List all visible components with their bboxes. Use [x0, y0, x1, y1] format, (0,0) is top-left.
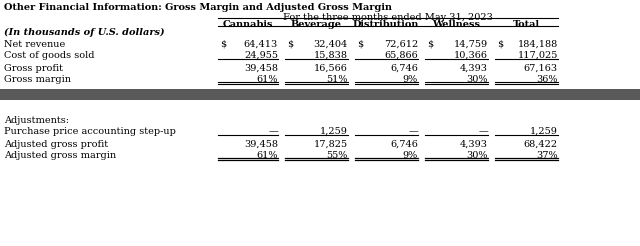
- Text: 9%: 9%: [403, 75, 418, 84]
- Text: 65,866: 65,866: [384, 51, 418, 60]
- Text: $: $: [427, 40, 433, 49]
- Text: 9%: 9%: [403, 151, 418, 160]
- Text: Net revenue: Net revenue: [4, 40, 65, 49]
- Text: (In thousands of U.S. dollars): (In thousands of U.S. dollars): [4, 28, 164, 37]
- Text: Adjusted gross profit: Adjusted gross profit: [4, 140, 108, 149]
- Text: 55%: 55%: [326, 151, 348, 160]
- Text: 39,458: 39,458: [244, 64, 278, 73]
- Text: —: —: [408, 127, 418, 136]
- Text: 17,825: 17,825: [314, 140, 348, 149]
- Text: Beverage: Beverage: [291, 20, 342, 29]
- Text: 61%: 61%: [257, 75, 278, 84]
- Text: Distribution: Distribution: [353, 20, 419, 29]
- Text: Adjusted gross margin: Adjusted gross margin: [4, 151, 116, 160]
- Text: 1,259: 1,259: [320, 127, 348, 136]
- Text: $: $: [220, 40, 227, 49]
- Text: Total: Total: [513, 20, 540, 29]
- Bar: [0, 89, 640, 100]
- Text: 72,612: 72,612: [384, 40, 418, 49]
- Text: 1,259: 1,259: [530, 127, 558, 136]
- Text: 37%: 37%: [536, 151, 558, 160]
- Text: 68,422: 68,422: [524, 140, 558, 149]
- Text: Cost of goods sold: Cost of goods sold: [4, 51, 95, 60]
- Text: $: $: [287, 40, 293, 49]
- Text: Other Financial Information: Gross Margin and Adjusted Gross Margin: Other Financial Information: Gross Margi…: [4, 3, 392, 12]
- Text: 67,163: 67,163: [524, 64, 558, 73]
- Text: $: $: [497, 40, 503, 49]
- Text: $: $: [357, 40, 364, 49]
- Text: Gross margin: Gross margin: [4, 75, 71, 84]
- Text: 61%: 61%: [257, 151, 278, 160]
- Text: 4,393: 4,393: [460, 140, 488, 149]
- Text: 39,458: 39,458: [244, 140, 278, 149]
- Text: 117,025: 117,025: [518, 51, 558, 60]
- Text: 51%: 51%: [326, 75, 348, 84]
- Text: —: —: [268, 127, 278, 136]
- Text: 32,404: 32,404: [314, 40, 348, 49]
- Text: 6,746: 6,746: [390, 140, 418, 149]
- Text: 24,955: 24,955: [244, 51, 278, 60]
- Text: —: —: [478, 127, 488, 136]
- Text: 15,838: 15,838: [314, 51, 348, 60]
- Text: 36%: 36%: [536, 75, 558, 84]
- Text: 184,188: 184,188: [518, 40, 558, 49]
- Text: Adjustments:: Adjustments:: [4, 116, 69, 125]
- Text: 14,759: 14,759: [454, 40, 488, 49]
- Text: For the three months ended May 31, 2023: For the three months ended May 31, 2023: [283, 13, 493, 22]
- Text: 30%: 30%: [467, 75, 488, 84]
- Text: 30%: 30%: [467, 151, 488, 160]
- Text: Gross profit: Gross profit: [4, 64, 63, 73]
- Text: 16,566: 16,566: [314, 64, 348, 73]
- Text: 6,746: 6,746: [390, 64, 418, 73]
- Text: 64,413: 64,413: [244, 40, 278, 49]
- Text: Purchase price accounting step-up: Purchase price accounting step-up: [4, 127, 176, 136]
- Text: 10,366: 10,366: [454, 51, 488, 60]
- Text: Cannabis: Cannabis: [223, 20, 273, 29]
- Text: Wellness: Wellness: [432, 20, 480, 29]
- Text: 4,393: 4,393: [460, 64, 488, 73]
